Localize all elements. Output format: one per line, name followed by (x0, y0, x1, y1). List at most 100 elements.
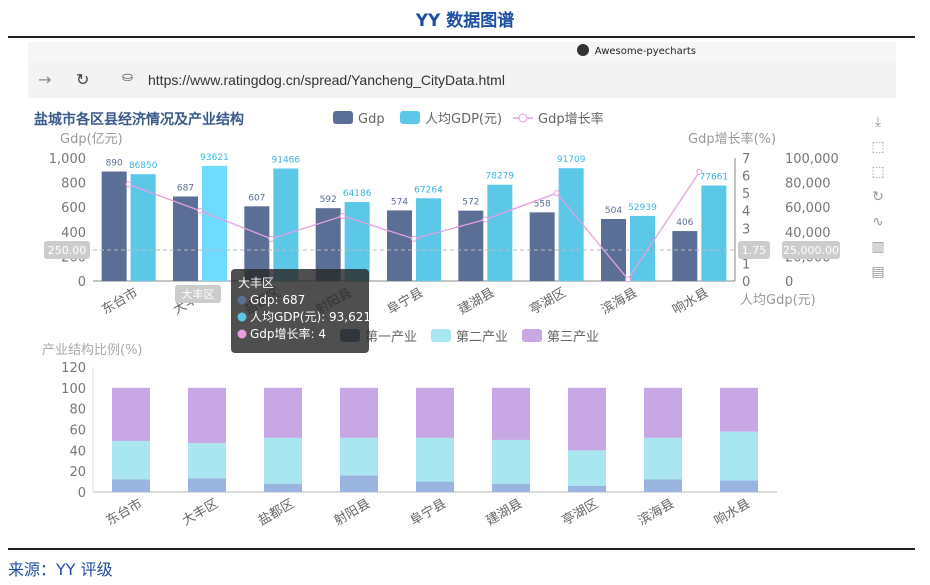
bar-label-per-capita: 78279 (486, 172, 515, 182)
axis-pointer-value-x: 大丰区 (182, 287, 215, 301)
legend-marker (333, 111, 353, 124)
axis-pointer-badge-right (738, 241, 770, 259)
bar-gdp (173, 196, 198, 281)
stacked-bar-segment (568, 450, 606, 486)
stacked-bar-segment (416, 481, 454, 492)
legend-marker-bottom (522, 329, 542, 342)
y-tick-label-bottom: 60 (69, 424, 86, 439)
legend-label-bottom: 第二产业 (456, 330, 508, 345)
bar-label-gdp: 592 (320, 195, 337, 205)
point-gdp-growth (482, 216, 489, 223)
y-tick-label-right2: 40,000 (785, 226, 831, 241)
bar-per-capita (487, 184, 513, 281)
bar-gdp (672, 231, 698, 281)
bar-per-capita (701, 185, 727, 281)
bar-label-per-capita: 67264 (414, 185, 443, 195)
legend-label-bottom: 第一产业 (365, 330, 417, 345)
y-tick-label-right2: 80,000 (785, 177, 831, 192)
restore-icon: ↻ (872, 189, 884, 205)
tab-title-wrap[interactable]: Awesome-pyecharts (576, 44, 696, 57)
bar-gdp (387, 210, 412, 281)
legend-label: Gdp增长率 (538, 111, 604, 127)
legend-label-bottom: 第三产业 (547, 330, 599, 345)
stacked-bar-segment (568, 387, 606, 451)
bar-per-capita (416, 198, 441, 281)
bar-label-gdp: 687 (177, 183, 194, 193)
y-tick-label-left: 800 (61, 177, 86, 192)
point-gdp-growth (553, 190, 560, 197)
y-tick-label-right2: 60,000 (785, 201, 831, 216)
tooltip-row: Gdp增长率: 4 (250, 326, 326, 341)
stacked-bar-segment (112, 440, 150, 480)
stacked-bar-segment (340, 437, 378, 476)
y-tick-label-bottom: 120 (61, 361, 86, 376)
bar-gdp (244, 206, 270, 281)
bar-label-per-capita: 52939 (628, 203, 657, 213)
y-tick-label-right: 0 (742, 275, 750, 290)
bar-label-gdp: 406 (676, 218, 693, 228)
page-title: YY 数据图谱 (415, 11, 515, 31)
tooltip-box (231, 269, 369, 353)
y-axis-name-bottom: 产业结构比例(%) (42, 343, 143, 358)
axis-pointer-value-right: 1.75 (742, 244, 767, 257)
x-tick-label: 滨海县 (598, 285, 640, 318)
bar-per-capita (344, 202, 370, 281)
stacked-bar-segment (720, 387, 758, 432)
stacked-bar-segment (492, 439, 530, 484)
point-gdp-growth (339, 212, 346, 219)
data-view-icon: ▤ (871, 264, 884, 280)
x-tick-label-bottom: 亭湖区 (559, 496, 601, 529)
y-tick-label-left: 0 (78, 275, 86, 290)
x-tick-label-bottom: 响水县 (711, 496, 753, 529)
bar-label-gdp: 607 (248, 193, 265, 203)
x-tick-label: 响水县 (670, 285, 712, 318)
source-note: 来源：YY 评级 (8, 560, 113, 579)
stacked-bar-segment (416, 437, 454, 482)
axis-pointer-value-right2: 25,000.00 (783, 244, 839, 257)
arrow-left-icon[interactable]: → (38, 70, 52, 89)
point-gdp-growth (411, 235, 417, 242)
bar-per-capita (130, 174, 156, 281)
reload-icon[interactable]: ↻ (76, 70, 90, 89)
stacked-bar-segment (492, 483, 530, 492)
stacked-bar-segment (112, 387, 150, 441)
bar-per-capita (273, 168, 299, 281)
stacked-bar-segment (644, 387, 682, 438)
stacked-bar-segment (112, 479, 150, 492)
stacked-bar-segment (720, 431, 758, 481)
address-bar[interactable]: https://www.ratingdog.cn/spread/Yancheng… (148, 72, 505, 88)
bar-label-per-capita: 91709 (557, 155, 586, 165)
lock-icon[interactable]: ⛀ (122, 70, 133, 85)
x-tick-label-bottom: 建湖县 (484, 496, 525, 528)
x-tick-label-bottom: 盐都区 (256, 496, 297, 528)
stacked-bar-segment (264, 483, 302, 492)
point-gdp-growth (125, 181, 132, 188)
x-tick-label: 东台市 (99, 285, 141, 318)
y-tick-label-bottom: 40 (69, 444, 86, 459)
x-tick-label-bottom: 阜宁县 (407, 496, 449, 529)
download-icon: ⤓ (875, 114, 881, 130)
top-rule (8, 36, 915, 38)
stacked-bar-segment (416, 387, 454, 438)
bottom-rule (8, 548, 915, 550)
bar-label-gdp: 504 (605, 206, 622, 216)
point-gdp-growth (268, 235, 275, 242)
stacked-bar-segment (492, 387, 530, 440)
bar-per-capita (558, 168, 584, 281)
y-tick-label-bottom: 100 (61, 382, 86, 397)
y-axis-name-right2: 人均Gdp(元) (740, 293, 816, 308)
stacked-bar-segment (264, 437, 302, 484)
stacked-bar-segment (644, 479, 682, 492)
legend-label: 人均GDP(元) (425, 112, 502, 127)
bar-gdp (458, 210, 484, 281)
bar-label-per-capita: 86850 (129, 161, 158, 171)
x-tick-label: 亭湖区 (527, 285, 569, 318)
legend-line-marker-dot (518, 113, 528, 123)
bar-label-gdp: 574 (391, 197, 408, 207)
stacked-bar-segment (188, 387, 226, 444)
legend-label: Gdp (358, 112, 385, 127)
stacked-bar-segment (264, 387, 302, 438)
y-axis-name-left: Gdp(亿元) (60, 132, 123, 147)
point-gdp-growth (625, 276, 631, 283)
bar-label-gdp: 890 (106, 159, 123, 169)
